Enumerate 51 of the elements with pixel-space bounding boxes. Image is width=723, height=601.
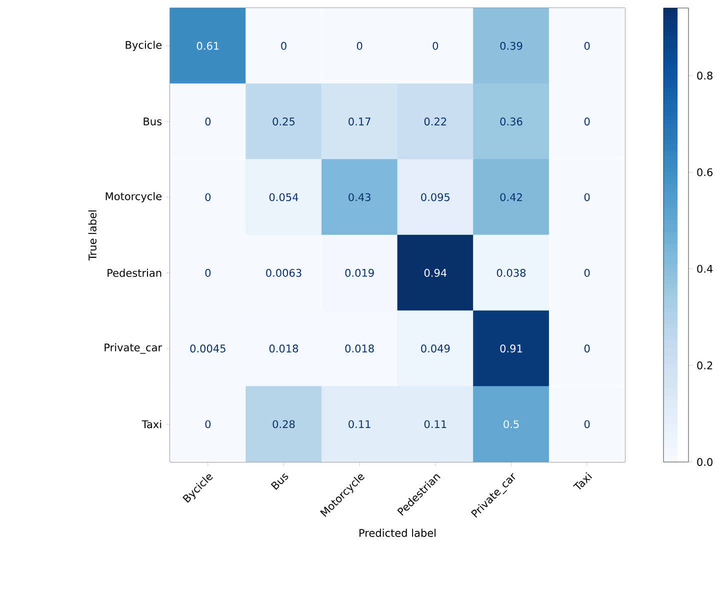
color-bar-label: 0.8: [697, 72, 712, 80]
data-label: 0: [432, 42, 438, 50]
data-label: 0: [584, 118, 590, 126]
data-label: 0.28: [272, 420, 295, 428]
x-tick-label: Bus: [270, 474, 288, 490]
color-bar-label: 0.6: [697, 168, 712, 176]
data-label: 0: [584, 344, 590, 352]
data-label: 0.94: [424, 268, 447, 277]
data-label: 0.91: [500, 344, 522, 352]
data-label: 0.11: [348, 420, 370, 428]
y-tick-label: Bus: [144, 118, 162, 126]
data-label: 0: [205, 118, 211, 126]
data-label: 0: [584, 420, 590, 428]
data-label: 0: [584, 42, 590, 50]
y-tick-label: Pedestrian: [108, 268, 162, 277]
y-tick-label: Motorcycle: [106, 192, 162, 202]
data-label: 0: [205, 420, 211, 428]
color-bar-label: 0.2: [697, 361, 712, 370]
y-tick-label: Taxi: [142, 420, 162, 428]
data-label: 0.019: [345, 268, 374, 277]
y-axis-title: True label: [88, 210, 96, 261]
data-label: 0.61: [196, 42, 219, 50]
data-label: 0.36: [500, 118, 522, 126]
data-label: 0: [205, 268, 211, 277]
data-label: 0.5: [504, 420, 519, 428]
data-label: 0: [205, 193, 211, 202]
x-tick-label: Taxi: [572, 472, 592, 490]
data-label: 0: [356, 42, 362, 50]
data-label: 0.0063: [266, 268, 302, 277]
data-label: 0.038: [496, 268, 526, 277]
data-label: 0.43: [348, 193, 370, 202]
color-bar-label: 0.0: [697, 458, 712, 466]
data-label: 0.0045: [190, 344, 226, 352]
data-label: 0.42: [500, 193, 522, 202]
data-label: 0.054: [269, 193, 298, 202]
data-label: 0.25: [272, 118, 295, 126]
x-axis-title: Predicted label: [360, 528, 436, 537]
data-label: 0.018: [345, 344, 374, 352]
data-label: 0: [584, 268, 590, 277]
data-label: 0: [281, 42, 286, 50]
data-label: 0.095: [421, 193, 450, 202]
data-label: 0.11: [424, 420, 446, 428]
data-label: 0: [584, 193, 590, 202]
data-label: 0.049: [421, 344, 450, 352]
data-label: 0.22: [424, 118, 446, 126]
data-label: 0.39: [500, 42, 522, 50]
data-label: 0.018: [269, 344, 298, 352]
y-tick-label: Bycicle: [126, 40, 162, 51]
color-bar-label: 0.4: [697, 264, 713, 273]
y-tick-label: Private_car: [104, 343, 162, 354]
data-label: 0.17: [348, 118, 370, 126]
